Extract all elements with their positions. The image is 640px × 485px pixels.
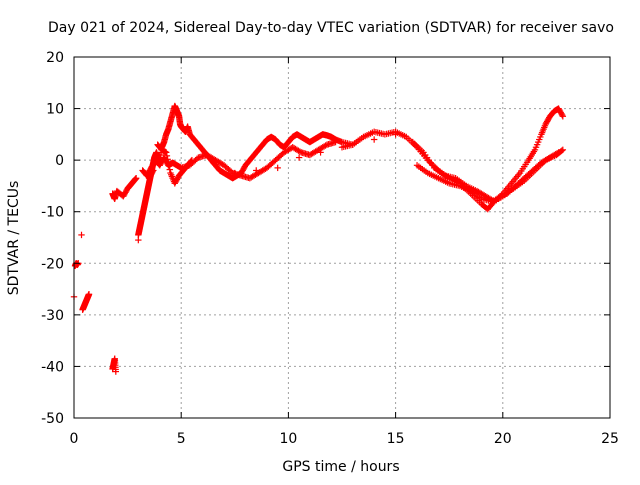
data-point-fill	[286, 145, 294, 153]
data-point-fill	[320, 143, 328, 150]
y-tick-label: -20	[41, 256, 64, 272]
data-point-fill	[526, 169, 534, 177]
x-tick-label: 5	[177, 431, 186, 447]
y-tick-label: -10	[41, 205, 64, 221]
data-point-fill	[450, 174, 458, 181]
data-point-fill	[523, 159, 531, 166]
x-tick-label: 15	[387, 431, 405, 447]
y-tick-label: 0	[55, 153, 64, 169]
data-point-fill	[192, 156, 199, 164]
data-point-fill	[515, 171, 522, 178]
data-point-fill	[472, 187, 479, 194]
data-point	[253, 167, 260, 174]
data-point-fill	[218, 160, 225, 167]
data-point-fill	[312, 148, 319, 155]
data-point	[295, 154, 303, 161]
data-point-fill	[552, 150, 559, 158]
data-point-fill	[187, 158, 194, 166]
data-point-fill	[454, 182, 462, 189]
y-tick-label: 20	[46, 50, 64, 66]
data-point-fill	[174, 174, 181, 182]
x-tick-label: 0	[70, 431, 79, 447]
y-tick-label: -40	[41, 359, 64, 375]
data-point-fill	[530, 148, 538, 155]
data-point-fill	[501, 191, 509, 199]
data-point-fill	[518, 177, 525, 184]
data-point-fill	[148, 169, 156, 177]
data-point-fill	[188, 157, 195, 165]
data-point-fill	[166, 166, 173, 173]
data-point-fill	[543, 156, 551, 163]
data-point-fill	[506, 181, 514, 189]
data-point-fill	[358, 135, 365, 142]
data-point-fill	[260, 166, 268, 173]
data-point-fill	[278, 151, 285, 159]
data-point-fill	[112, 366, 119, 373]
y-tick-label: 10	[46, 102, 64, 118]
y-tick-label: -30	[41, 308, 64, 324]
data-point-fill	[537, 133, 544, 141]
data-point-fill	[558, 110, 565, 117]
data-point-fill	[163, 152, 171, 160]
data-point-fill	[337, 138, 345, 145]
data-point-fill	[401, 132, 408, 140]
data-point-fill	[165, 162, 173, 170]
tick-labels: 0 5 10 15 20 25 -50 -40 -30 -20 -10 0 10 20	[41, 50, 619, 447]
x-axis-label: GPS time / hours	[282, 459, 399, 475]
x-tick-label: 25	[601, 431, 619, 447]
data-point-fill	[418, 147, 425, 154]
data-point-fill	[322, 142, 329, 149]
data-point-fill	[558, 147, 565, 154]
data-point-fill	[132, 175, 140, 182]
data-point-fill	[541, 122, 549, 129]
data-point-fill	[165, 159, 172, 166]
data-point-fill	[509, 185, 517, 192]
x-tick-label: 20	[494, 431, 512, 447]
data-point-fill	[461, 181, 468, 188]
ticks-layer	[73, 56, 611, 419]
data-point-fill	[149, 168, 156, 175]
data-point-fill	[433, 174, 440, 181]
y-axis-label: SDTVAR / TECUs	[6, 181, 22, 296]
data-point	[78, 231, 85, 239]
x-tick-label: 10	[279, 431, 297, 447]
y-tick-label: -50	[41, 411, 64, 427]
data-point-fill	[209, 155, 216, 162]
data-point-fill	[558, 111, 566, 119]
data-point-fill	[330, 139, 338, 146]
data-point-fill	[557, 148, 564, 155]
grid-layer	[74, 57, 610, 418]
plot-frame	[73, 56, 611, 419]
data-point-fill	[347, 141, 355, 149]
data-points	[70, 102, 567, 375]
data-point-fill	[164, 156, 171, 163]
data-point	[274, 164, 281, 172]
data-point-fill	[422, 168, 430, 175]
data-point-fill	[236, 171, 244, 179]
data-point	[370, 136, 378, 143]
data-point-fill	[240, 164, 248, 172]
data-point-fill	[295, 147, 302, 154]
data-point-fill	[535, 162, 542, 169]
data-point-fill	[479, 191, 486, 198]
data-point-fill	[429, 162, 436, 169]
data-point-fill	[85, 291, 93, 298]
data-point	[317, 149, 324, 156]
data-point-fill	[553, 150, 561, 157]
data-point-fill	[269, 159, 276, 166]
data-point-fill	[226, 167, 233, 174]
data-point-fill	[545, 115, 552, 123]
data-point-fill	[162, 148, 169, 156]
chart-title: Day 021 of 2024, Sidereal Day-to-day VTE…	[48, 20, 614, 36]
data-point-fill	[439, 171, 447, 178]
data-point-fill	[252, 171, 259, 178]
data-point-fill	[444, 179, 451, 186]
data-point-fill	[296, 148, 304, 155]
